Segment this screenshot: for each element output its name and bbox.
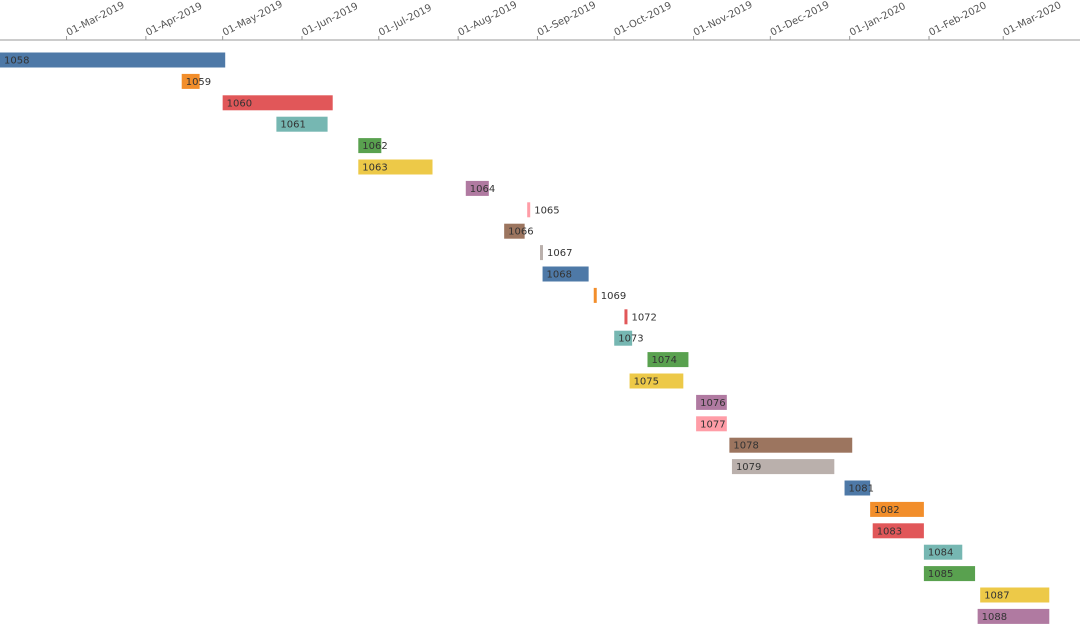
task-row: 1088 (977, 608, 1050, 624)
task-row: 1075 (629, 373, 684, 389)
task-label: 1062 (362, 141, 387, 152)
x-tick-label: 01-Jan-2020 (848, 1, 908, 39)
task-bar[interactable] (729, 437, 853, 453)
task-row: 1065 (527, 202, 560, 218)
task-label: 1082 (874, 505, 899, 516)
x-tick-label: 01-May-2019 (221, 0, 285, 39)
x-tick-label: 01-Jul-2019 (377, 3, 434, 39)
task-bar[interactable] (542, 266, 589, 282)
x-tick-label: 01-Mar-2020 (1002, 0, 1064, 39)
task-bar[interactable] (358, 159, 433, 175)
task-bar[interactable] (614, 330, 633, 346)
x-tick-label: 01-Nov-2019 (692, 0, 755, 39)
task-row: 1058 (0, 52, 226, 68)
task-label: 1063 (362, 163, 387, 174)
task-row: 1063 (358, 159, 433, 175)
task-row: 1068 (542, 266, 589, 282)
task-label: 1059 (186, 77, 211, 88)
task-label: 1072 (631, 312, 656, 323)
task-row: 1083 (872, 523, 924, 539)
x-tick-label: 01-Feb-2020 (927, 0, 988, 38)
task-bar[interactable] (629, 373, 684, 389)
task-bar[interactable] (276, 116, 328, 132)
task-row: 1069 (593, 287, 626, 303)
task-bar[interactable] (923, 544, 963, 560)
task-bar[interactable] (731, 459, 835, 475)
x-tick-label: 01-Sep-2019 (536, 0, 598, 39)
task-row: 1082 (870, 501, 924, 517)
task-label: 1076 (700, 398, 725, 409)
x-tick-label: 01-Aug-2019 (456, 0, 519, 39)
task-bar[interactable] (593, 287, 597, 303)
task-row: 1084 (923, 544, 963, 560)
task-label: 1073 (618, 334, 643, 345)
task-bar[interactable] (358, 138, 382, 154)
x-axis: 01-Mar-2019 01-Apr-2019 01-May-2019 01-Jun-… (0, 0, 1080, 41)
task-row: 1064 (465, 180, 495, 196)
task-label: 1088 (982, 612, 1007, 623)
task-label: 1087 (984, 591, 1009, 602)
x-tick-label: 01-Apr-2019 (144, 1, 204, 39)
task-bar[interactable] (696, 394, 727, 410)
task-row: 1076 (696, 394, 727, 410)
task-bar[interactable] (870, 501, 924, 517)
task-row: 1085 (923, 566, 976, 582)
task-row: 1066 (504, 223, 534, 239)
x-tick-label: 01-Jun-2019 (300, 1, 360, 39)
task-label: 1085 (928, 569, 953, 580)
task-row: 1079 (731, 459, 835, 475)
task-label: 1077 (700, 419, 725, 430)
task-label: 1068 (547, 270, 572, 281)
task-row: 1059 (181, 73, 211, 89)
task-row: 1067 (540, 245, 572, 261)
task-bar[interactable] (977, 608, 1050, 624)
task-label: 1065 (534, 205, 559, 216)
task-row: 1074 (647, 352, 689, 368)
task-bar[interactable] (0, 52, 226, 68)
x-tick-label: 01-Dec-2019 (769, 0, 832, 39)
task-bar[interactable] (540, 245, 543, 261)
task-row: 1078 (729, 437, 853, 453)
task-row: 1061 (276, 116, 328, 132)
task-row: 1073 (614, 330, 644, 346)
task-bar[interactable] (527, 202, 531, 218)
task-row: 1060 (222, 95, 333, 111)
task-bar[interactable] (624, 309, 628, 325)
task-label: 1081 (849, 484, 874, 495)
task-label: 1078 (733, 441, 758, 452)
x-tick-label: 01-Oct-2019 (613, 0, 674, 38)
task-row: 1072 (624, 309, 657, 325)
task-row: 1077 (696, 416, 727, 432)
task-label: 1064 (470, 184, 495, 195)
task-bar[interactable] (504, 223, 525, 239)
task-bar[interactable] (923, 566, 976, 582)
task-label: 1067 (547, 248, 572, 259)
task-bar[interactable] (696, 416, 727, 432)
x-tick-label: 01-Mar-2019 (65, 0, 127, 39)
task-label: 1061 (280, 120, 305, 131)
task-row: 1087 (980, 587, 1050, 603)
task-label: 1083 (877, 526, 902, 537)
task-bar[interactable] (647, 352, 689, 368)
task-bar[interactable] (844, 480, 871, 496)
task-label: 1075 (634, 377, 659, 388)
task-label: 1069 (601, 291, 626, 302)
task-label: 1058 (4, 56, 29, 67)
task-bar[interactable] (222, 95, 333, 111)
task-bar[interactable] (181, 73, 200, 89)
task-bar[interactable] (465, 180, 489, 196)
task-row: 1081 (844, 480, 874, 496)
task-label: 1079 (736, 462, 761, 473)
task-label: 1060 (227, 98, 252, 109)
task-label: 1066 (508, 227, 533, 238)
task-bar[interactable] (872, 523, 924, 539)
task-bar[interactable] (980, 587, 1050, 603)
task-label: 1074 (651, 355, 676, 366)
task-row: 1062 (358, 138, 388, 154)
task-label: 1084 (928, 548, 953, 559)
